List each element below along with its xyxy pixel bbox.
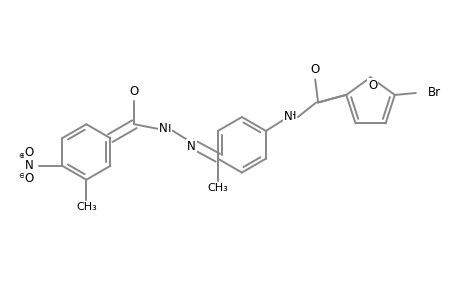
Text: CH₃: CH₃ — [76, 202, 96, 212]
Text: N: N — [159, 122, 168, 135]
Text: ⊖: ⊖ — [18, 171, 25, 180]
Text: N: N — [283, 110, 292, 123]
Text: O: O — [310, 63, 319, 76]
Text: O: O — [129, 85, 139, 98]
Text: N: N — [187, 140, 196, 153]
Text: O: O — [25, 172, 34, 185]
Text: H: H — [163, 124, 171, 134]
Text: O: O — [25, 146, 34, 160]
Text: CH₃: CH₃ — [207, 183, 228, 193]
Text: N: N — [25, 159, 34, 172]
Text: Br: Br — [427, 86, 440, 100]
Text: H: H — [287, 111, 296, 121]
Text: O: O — [367, 79, 376, 92]
Text: ⊕: ⊕ — [18, 152, 25, 160]
